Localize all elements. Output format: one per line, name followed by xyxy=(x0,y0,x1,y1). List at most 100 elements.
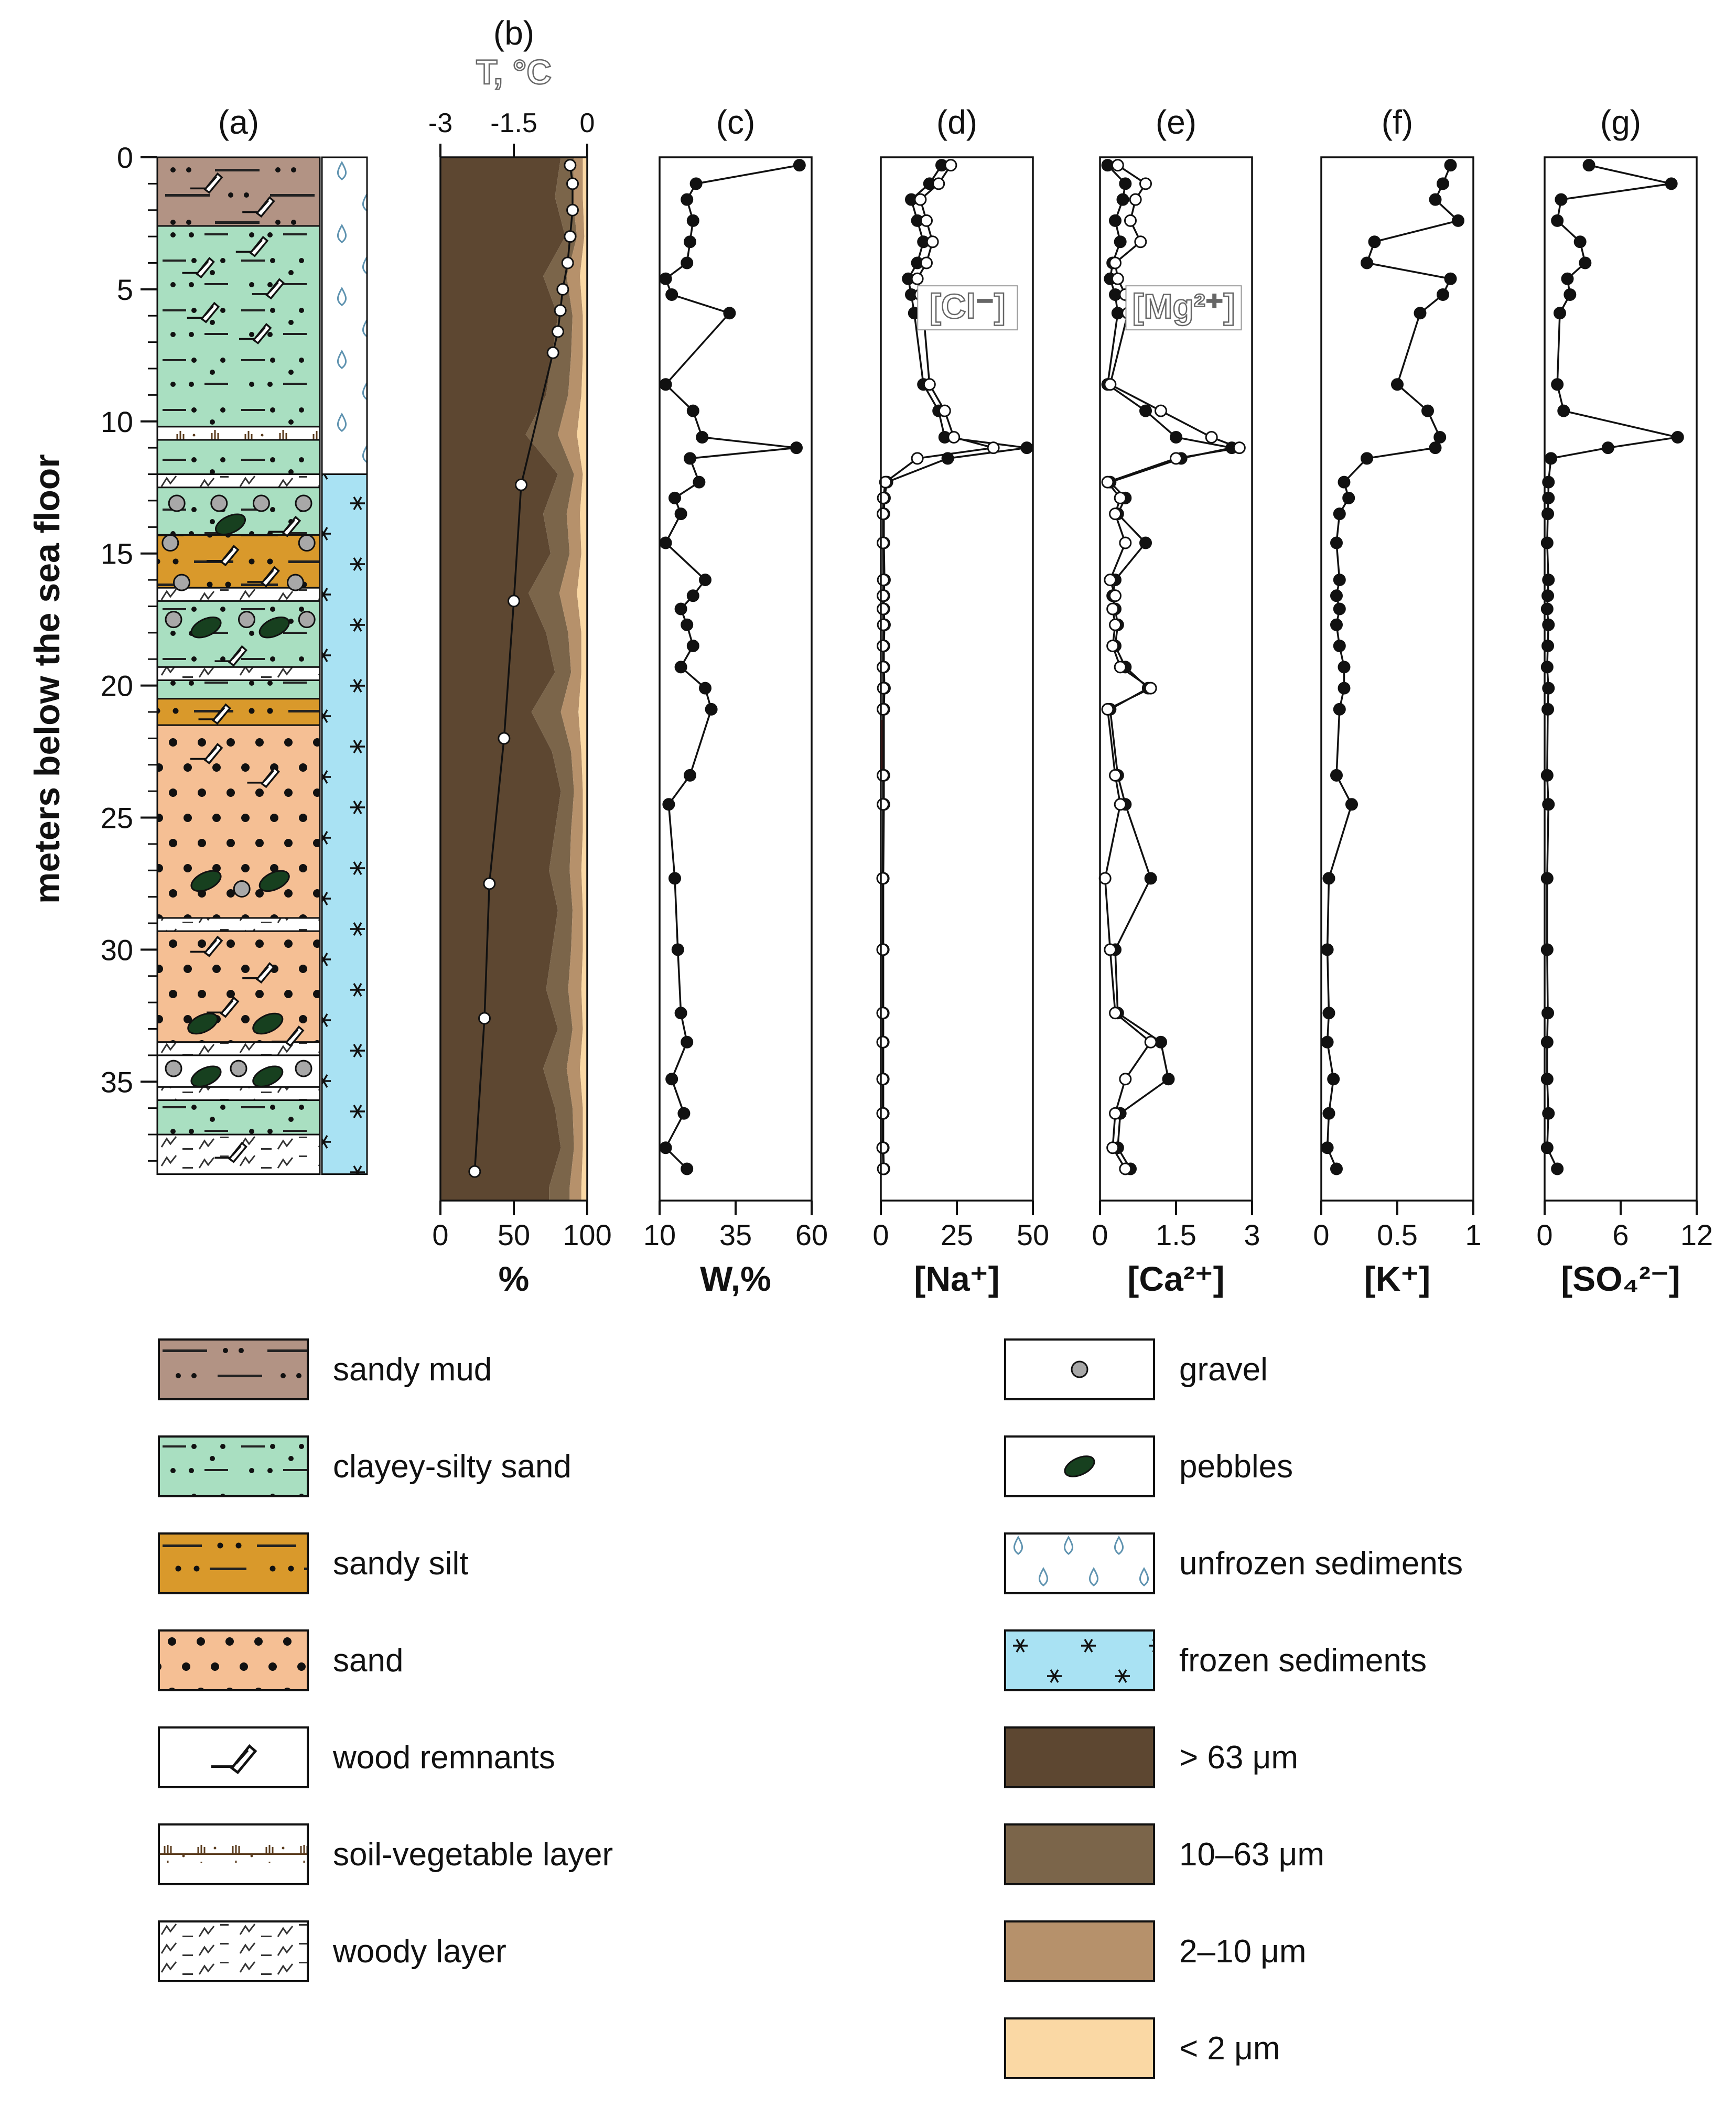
data-point xyxy=(1109,256,1122,269)
data-point xyxy=(498,732,511,745)
legend-label: clayey-silty sand xyxy=(333,1448,572,1485)
data-point xyxy=(1327,1073,1340,1086)
data-point xyxy=(1542,476,1555,489)
data-point xyxy=(1109,589,1122,602)
data-point xyxy=(681,256,694,269)
depth-axis: 0 5 10 15 20 25 30 35 xyxy=(101,141,157,1162)
data-point xyxy=(1551,214,1564,227)
bottom-tick-label: 0.5 xyxy=(1377,1218,1418,1251)
gravel-symbol xyxy=(173,574,190,591)
top-axis-title: T, °C xyxy=(476,52,552,91)
data-point xyxy=(564,159,577,172)
lith-layer-woody_layer xyxy=(156,473,321,489)
data-point xyxy=(662,798,675,811)
panel-label-g: (g) xyxy=(1600,103,1641,141)
data-point xyxy=(1104,574,1117,587)
legend-swatch-sandy_silt xyxy=(158,1532,309,1594)
legend-label: > 63 μm xyxy=(1179,1739,1298,1776)
wood-remnant-symbol xyxy=(252,278,285,300)
sulfate: 0 6 12[SO₄²⁻] xyxy=(1536,159,1713,1298)
inner-axis-label: [Cl⁻] xyxy=(930,287,1006,326)
data-point xyxy=(1321,943,1334,956)
bottom-tick-label: 12 xyxy=(1680,1218,1713,1251)
data-point xyxy=(1542,1107,1555,1120)
data-point xyxy=(1452,214,1464,227)
data-point xyxy=(1129,193,1142,206)
legend-item-sandy_mud: sandy mud xyxy=(157,1338,613,1401)
data-point xyxy=(1433,431,1447,444)
data-point xyxy=(1330,1162,1343,1175)
data-point xyxy=(659,272,672,285)
data-point xyxy=(1338,682,1351,695)
data-point xyxy=(877,589,890,602)
data-point xyxy=(552,325,564,338)
legend-swatch-unfrozen xyxy=(1004,1532,1155,1594)
data-point xyxy=(684,769,696,782)
data-point xyxy=(1114,798,1127,811)
data-point xyxy=(1109,1007,1122,1020)
lith-layer-clayey_silty_sand xyxy=(156,679,321,700)
legend-column-right: gravel pebbles unfrozen sediments frozen se… xyxy=(1004,1338,1463,2080)
data-point xyxy=(1322,1107,1335,1120)
lith-layer-woody_layer xyxy=(156,1086,321,1101)
pebble-symbol xyxy=(258,616,290,639)
bottom-axis-title: [SO₄²⁻] xyxy=(1561,1259,1680,1298)
data-point xyxy=(1333,640,1346,653)
gravel-symbol xyxy=(210,494,228,512)
data-point xyxy=(876,1035,889,1049)
legend-item-wood_remnants: wood remnants xyxy=(157,1726,613,1789)
data-point xyxy=(1322,1007,1335,1020)
data-point xyxy=(1542,798,1555,811)
bottom-tick-label: 0 xyxy=(1313,1218,1329,1251)
wood-remnant-symbol xyxy=(190,743,223,764)
data-point xyxy=(877,491,890,504)
data-point xyxy=(1111,159,1124,172)
legend-label: sandy silt xyxy=(333,1545,469,1582)
data-point xyxy=(1579,256,1592,269)
potassium: 0 0.5 1 [K⁺] xyxy=(1313,159,1482,1298)
wood-remnant-symbol xyxy=(268,515,301,537)
legend-item-sand: sand xyxy=(157,1629,613,1692)
data-point xyxy=(696,431,709,444)
depth-axis-title: meters below the sea floor xyxy=(27,454,67,904)
data-point xyxy=(877,536,890,549)
data-point xyxy=(554,304,567,317)
data-point xyxy=(1101,703,1114,716)
lithology-column xyxy=(156,156,321,1175)
data-point xyxy=(681,1035,694,1049)
panel-label-b: (b) xyxy=(493,14,534,52)
bottom-tick-label: 6 xyxy=(1612,1218,1629,1251)
panel-label-a: (a) xyxy=(218,103,259,141)
depth-tick-label: 25 xyxy=(101,801,133,834)
legend-swatch-sand xyxy=(158,1629,309,1691)
legend-item-f10_63: 10–63 μm xyxy=(1004,1823,1463,1886)
data-point xyxy=(674,602,687,615)
legend-label: < 2 μm xyxy=(1179,2030,1280,2067)
data-point xyxy=(1540,661,1554,674)
data-point xyxy=(947,431,961,444)
bottom-tick-label: 3 xyxy=(1244,1218,1260,1251)
data-point xyxy=(1109,618,1122,631)
data-point xyxy=(1144,682,1157,695)
data-point xyxy=(1555,193,1568,206)
data-point xyxy=(677,1107,691,1120)
wood-remnant-symbol xyxy=(272,1025,305,1047)
data-point xyxy=(1155,404,1167,417)
panel-d-frame xyxy=(880,156,1034,1202)
data-point xyxy=(941,452,954,465)
data-point xyxy=(1330,769,1343,782)
data-point xyxy=(1104,378,1117,391)
legend-label: gravel xyxy=(1179,1351,1268,1388)
depth-tick-label: 15 xyxy=(101,537,133,570)
water-state-frozen xyxy=(321,473,368,1175)
bottom-tick-label: 100 xyxy=(563,1218,611,1251)
panel-label-c: (c) xyxy=(716,103,756,141)
data-point xyxy=(1111,272,1124,285)
data-point xyxy=(1437,177,1449,190)
bottom-axis-title: W,% xyxy=(700,1259,771,1298)
depth-tick-label: 0 xyxy=(117,141,133,174)
data-point xyxy=(920,256,933,269)
legend-label: 2–10 μm xyxy=(1179,1933,1307,1970)
data-point xyxy=(1134,235,1147,249)
data-point xyxy=(1540,943,1554,956)
